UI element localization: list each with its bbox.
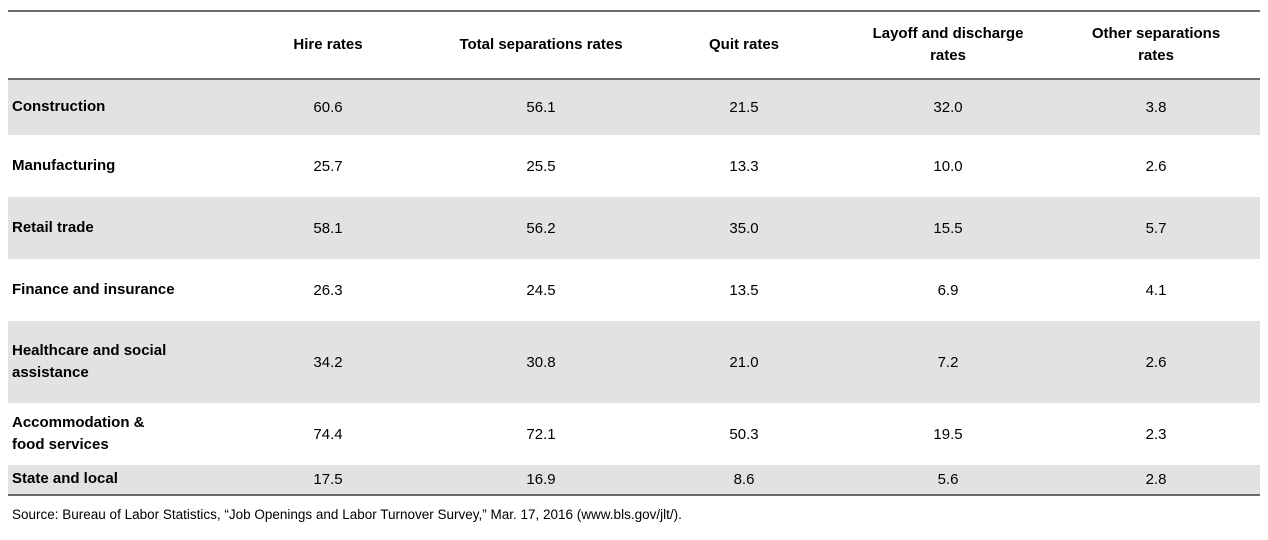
source-note: Source: Bureau of Labor Statistics, “Job…: [12, 507, 682, 522]
table-row-finance-and-insurance: Finance and insurance 26.3 24.5 13.5 6.9…: [8, 259, 1260, 321]
table-row-state-and-local: State and local 17.5 16.9 8.6 5.6 2.8: [8, 465, 1260, 495]
table-row-manufacturing: Manufacturing 25.7 25.5 13.3 10.0 2.6: [8, 135, 1260, 197]
value-cell: 56.2: [438, 197, 644, 259]
table-header: Hire rates Total separations rates Quit …: [8, 11, 1260, 80]
column-header-hire-rates: Hire rates: [218, 11, 438, 80]
column-header-quit-rates: Quit rates: [644, 11, 844, 80]
value-cell: 4.1: [1145, 281, 1167, 299]
row-label: Healthcare and social assistance: [8, 321, 218, 403]
value-cell: 7.2: [844, 321, 1052, 403]
table-body: Construction 60.6 56.1 21.5 32.0 3.8 Man…: [8, 79, 1260, 495]
header-row: Hire rates Total separations rates Quit …: [8, 11, 1260, 80]
value-cell: 72.1: [526, 425, 556, 443]
value-cell: 5.6: [844, 465, 1052, 495]
value-cell: 21.5: [644, 79, 844, 135]
value-cell: 21.0: [644, 321, 844, 403]
table-row-retail-trade: Retail trade 58.1 56.2 35.0 15.5 5.7: [8, 197, 1260, 259]
value-cell: 74.4: [313, 425, 343, 443]
table-row-accommodation-food-services: Accommodation & food services 74.4 72.1 …: [8, 403, 1260, 465]
value-cell: 24.5: [526, 281, 556, 299]
value-cell: 25.7: [313, 157, 343, 175]
value-cell: 17.5: [218, 465, 438, 495]
value-cell: 13.5: [729, 281, 759, 299]
value-cell: 2.6: [1145, 157, 1167, 175]
value-cell: 10.0: [933, 157, 963, 175]
value-cell: 2.8: [1052, 465, 1260, 495]
value-cell: 32.0: [844, 79, 1052, 135]
value-cell: 8.6: [644, 465, 844, 495]
row-label: Accommodation & food services: [12, 413, 145, 454]
labor-turnover-table-container: Hire rates Total separations rates Quit …: [8, 10, 1260, 496]
value-cell: 26.3: [313, 281, 343, 299]
labor-turnover-table: Hire rates Total separations rates Quit …: [8, 10, 1260, 496]
value-cell: 58.1: [218, 197, 438, 259]
value-cell: 15.5: [844, 197, 1052, 259]
value-cell: 2.6: [1052, 321, 1260, 403]
column-header-total-separations-rates: Total separations rates: [438, 11, 644, 80]
value-cell: 35.0: [644, 197, 844, 259]
table-row-construction: Construction 60.6 56.1 21.5 32.0 3.8: [8, 79, 1260, 135]
value-cell: 50.3: [729, 425, 759, 443]
column-header-other-separations-rates: Other separations rates: [1052, 11, 1260, 80]
value-cell: 60.6: [218, 79, 438, 135]
column-header-layoff-discharge-rates: Layoff and discharge rates: [844, 11, 1052, 80]
row-label: Finance and insurance: [12, 280, 175, 298]
value-cell: 19.5: [933, 425, 963, 443]
value-cell: 56.1: [438, 79, 644, 135]
value-cell: 34.2: [218, 321, 438, 403]
value-cell: 5.7: [1052, 197, 1260, 259]
value-cell: 13.3: [729, 157, 759, 175]
row-label: Retail trade: [8, 197, 218, 259]
row-label: State and local: [8, 465, 218, 495]
value-cell: 16.9: [438, 465, 644, 495]
value-cell: 3.8: [1052, 79, 1260, 135]
value-cell: 25.5: [526, 157, 556, 175]
table-row-healthcare-and-social-assistance: Healthcare and social assistance 34.2 30…: [8, 321, 1260, 403]
value-cell: 6.9: [937, 281, 959, 299]
value-cell: 2.3: [1145, 425, 1167, 443]
row-label: Manufacturing: [12, 156, 116, 174]
value-cell: 30.8: [438, 321, 644, 403]
column-header-blank: [8, 11, 218, 80]
row-label: Construction: [8, 79, 218, 135]
